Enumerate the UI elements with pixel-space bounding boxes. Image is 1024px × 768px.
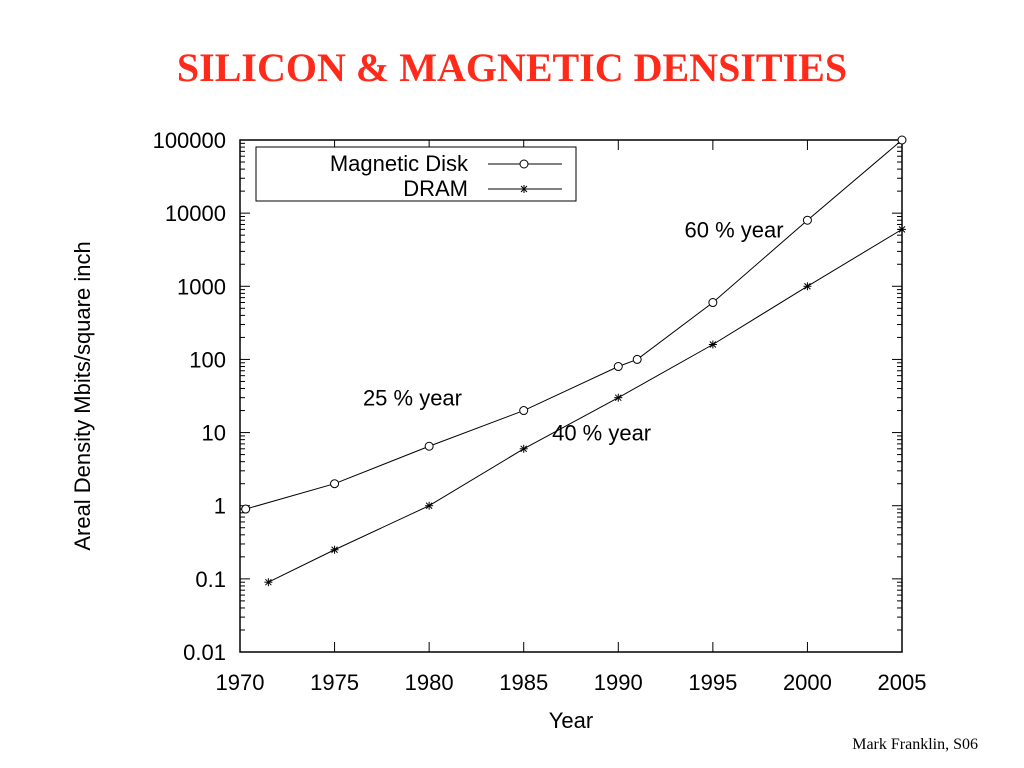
- data-point: [424, 441, 434, 451]
- slide-title: SILICON & MAGNETIC DENSITIES: [176, 45, 848, 90]
- x-tick-label: 1995: [688, 670, 737, 695]
- data-point: [898, 225, 906, 234]
- y-tick-label: 0.1: [195, 567, 226, 592]
- x-tick-label: 1990: [594, 670, 643, 695]
- data-point: [632, 354, 642, 364]
- y-tick-label: 10: [202, 421, 226, 446]
- x-tick-label: 1980: [405, 670, 454, 695]
- x-tick-label: 1975: [310, 670, 359, 695]
- data-point: [614, 393, 623, 402]
- rate-annotation: 40 % year: [552, 421, 651, 446]
- data-point: [802, 215, 812, 225]
- plot-frame: [239, 139, 903, 653]
- x-axis-label: Year: [549, 708, 593, 733]
- legend-box: [255, 146, 577, 202]
- y-tick-label: 100: [189, 347, 226, 372]
- series-line-dram: [268, 228, 903, 583]
- series-markers: [241, 135, 907, 587]
- legend-label: DRAM: [403, 176, 468, 201]
- x-tick-label: 1970: [216, 670, 265, 695]
- axis-ticks: 1970 1975 1980 1985 1990 1995 2000 2005 0.01 0.1 1…: [153, 128, 927, 695]
- data-point: [708, 340, 717, 349]
- legend-label: Magnetic Disk: [330, 151, 469, 176]
- rate-annotation: 25 % year: [363, 386, 462, 411]
- x-tick-label: 2005: [878, 670, 927, 695]
- data-point: [425, 501, 434, 510]
- footer-credit: Mark Franklin, S06: [852, 736, 978, 753]
- data-point: [519, 406, 529, 416]
- y-tick-label: 0.01: [183, 640, 226, 665]
- data-point: [708, 298, 718, 308]
- legend-marker: [520, 185, 528, 193]
- rate-annotation: 60 % year: [684, 217, 783, 242]
- y-tick-label: 1: [214, 494, 226, 519]
- y-tick-label: 100000: [153, 128, 226, 153]
- data-point: [330, 545, 339, 554]
- series-lines: [245, 139, 903, 583]
- x-tick-label: 2000: [783, 670, 832, 695]
- data-point: [613, 362, 623, 372]
- data-point: [897, 135, 907, 145]
- x-tick-label: 1985: [499, 670, 548, 695]
- data-point: [330, 479, 340, 489]
- y-tick-label: 10000: [165, 201, 226, 226]
- data-point: [264, 578, 273, 587]
- data-point: [519, 444, 528, 453]
- data-point: [241, 504, 251, 514]
- annotations: 60 % year 25 % year 40 % year: [363, 217, 784, 445]
- y-axis-label: Areal Density Mbits/square inch: [70, 241, 95, 550]
- y-tick-label: 1000: [177, 274, 226, 299]
- legend-marker: [519, 159, 529, 169]
- data-point: [803, 282, 812, 291]
